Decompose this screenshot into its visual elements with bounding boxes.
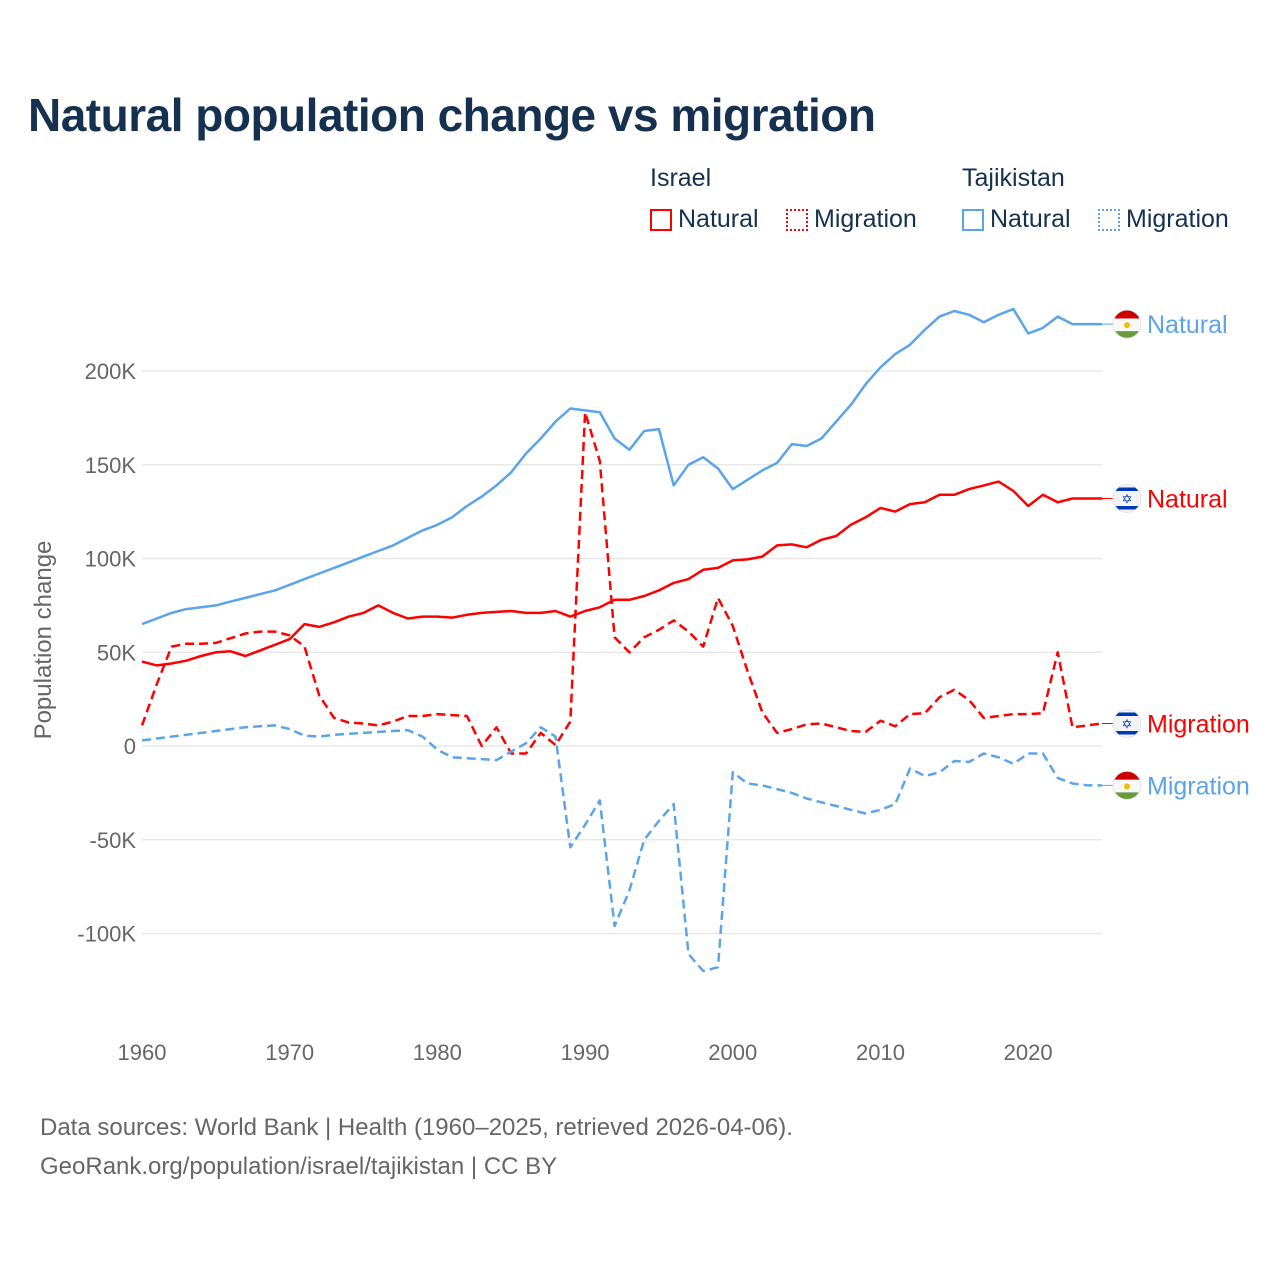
flag-body: ✡ [1113, 709, 1141, 738]
flag-stripe [1113, 331, 1141, 339]
flag-stripe [1113, 487, 1141, 491]
y-tick-label: 50K [97, 640, 136, 665]
y-tick-label: 150K [85, 453, 137, 478]
israel-flag-icon: ✡ [1112, 709, 1142, 738]
legend-israel-natural[interactable]: Natural [650, 205, 759, 234]
flag-stripe [1113, 792, 1141, 800]
legend-label: Migration [1126, 205, 1229, 233]
footer-link[interactable]: GeoRank.org/population/israel/tajikistan… [40, 1153, 558, 1180]
end-label-israel-natural: Natural [1147, 486, 1228, 514]
legend-tajikistan-migration[interactable]: Migration [1098, 205, 1229, 234]
legend-group-tajikistan: Tajikistan [962, 164, 1065, 192]
x-tick-label: 1960 [118, 1040, 167, 1065]
flag-stripe [1113, 771, 1141, 780]
y-tick-label: 200K [85, 359, 137, 384]
y-tick-label: 100K [85, 547, 137, 572]
legend-israel-migration[interactable]: Migration [786, 205, 917, 234]
legend-group-israel: Israel [650, 164, 712, 192]
flag-border [1112, 484, 1142, 513]
flag-border [1112, 309, 1142, 339]
legend-swatch-dotted-icon [786, 208, 808, 231]
crown-icon [1124, 322, 1130, 329]
series-line-tajikistan-migration [141, 724, 1102, 973]
y-tick-label: 0 [124, 734, 136, 759]
flag-body: ✡ [1113, 484, 1141, 513]
legend-swatch-solid-icon [650, 208, 672, 231]
legend-swatch-dotted-icon [1098, 208, 1120, 231]
star-of-david-icon: ✡ [1122, 492, 1133, 507]
legend-label: Migration [814, 205, 917, 233]
series-line-tajikistan-natural [141, 307, 1102, 626]
y-tick-label: -100K [77, 922, 136, 947]
y-tick-label: -50K [90, 828, 137, 853]
flag-stripe [1113, 731, 1141, 735]
flag-body [1113, 310, 1141, 339]
tajikistan-flag-icon [1112, 770, 1142, 800]
legend-label: Natural [678, 205, 759, 233]
y-axis-label: Population change [30, 541, 57, 740]
x-tick-label: 1980 [413, 1040, 462, 1065]
x-tick-label: 2020 [1004, 1040, 1053, 1065]
israel-flag-icon: ✡ [1112, 484, 1142, 513]
series-line-israel-natural [141, 480, 1102, 667]
legend-label: Natural [990, 205, 1071, 233]
chart-title: Natural population change vs migration [28, 89, 876, 141]
flag-border [1112, 770, 1142, 800]
footer: Data sources: World Bank | Health (1960–… [40, 1108, 793, 1186]
star-of-david-icon: ✡ [1122, 717, 1133, 732]
flag-body [1113, 771, 1141, 800]
flag-border [1112, 709, 1142, 738]
series-line-israel-migration [140, 411, 1103, 755]
legend-swatch-solid-icon [962, 208, 984, 231]
end-label-tajikistan-migration: Migration [1147, 772, 1250, 800]
footer-sources: Data sources: World Bank | Health (1960–… [40, 1114, 793, 1141]
x-tick-label: 2010 [856, 1040, 905, 1065]
end-label-tajikistan-natural: Natural [1147, 311, 1228, 339]
flag-stripe [1113, 506, 1141, 510]
x-tick-label: 1970 [265, 1040, 314, 1065]
flag-stripe [1113, 712, 1141, 716]
flag-stripe [1113, 310, 1141, 319]
crown-icon [1124, 783, 1130, 790]
legend-tajikistan-natural[interactable]: Natural [962, 205, 1071, 234]
tajikistan-flag-icon [1112, 309, 1142, 339]
x-tick-label: 2000 [708, 1040, 757, 1065]
x-tick-label: 1990 [561, 1040, 610, 1065]
end-label-israel-migration: Migration [1147, 711, 1250, 739]
